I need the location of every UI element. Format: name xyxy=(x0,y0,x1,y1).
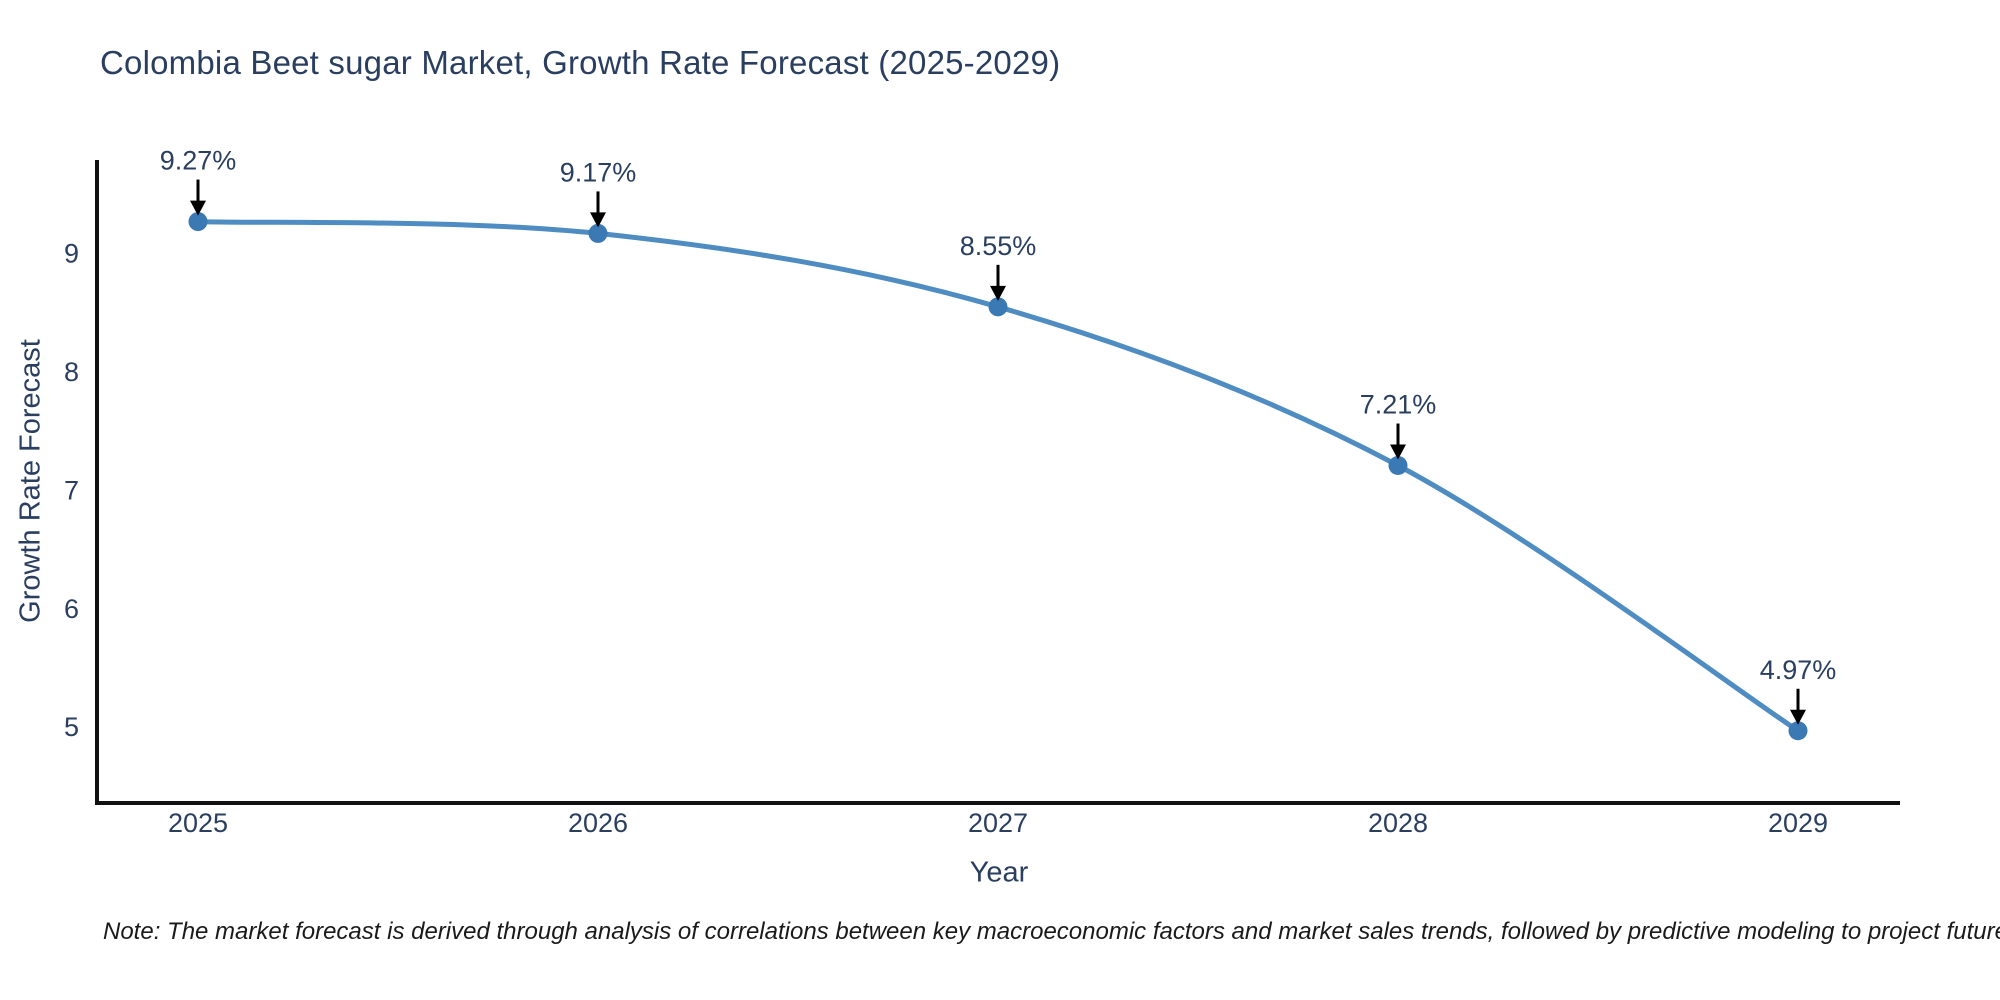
annotation-arrowhead xyxy=(990,285,1006,301)
x-tick-label: 2026 xyxy=(568,808,628,838)
data-point[interactable] xyxy=(988,297,1008,317)
y-axis-title: Growth Rate Forecast xyxy=(14,339,47,623)
annotation-arrowhead xyxy=(190,200,206,216)
y-tick-label: 9 xyxy=(64,239,79,269)
data-point[interactable] xyxy=(1388,456,1408,476)
annotation-arrowhead xyxy=(1790,709,1806,725)
point-annotation: 9.27% xyxy=(160,146,237,176)
annotation-arrowhead xyxy=(590,212,606,228)
annotation-arrowhead xyxy=(1390,444,1406,460)
y-tick-label: 8 xyxy=(64,357,79,387)
chart-title: Colombia Beet sugar Market, Growth Rate … xyxy=(100,44,1061,81)
x-tick-label: 2025 xyxy=(168,808,228,838)
y-tick-label: 5 xyxy=(64,712,79,742)
point-annotation: 9.17% xyxy=(560,157,637,187)
x-tick-label: 2028 xyxy=(1368,808,1428,838)
point-annotation: 8.55% xyxy=(960,231,1037,261)
footnote: Note: The market forecast is derived thr… xyxy=(103,918,2000,945)
x-tick-label: 2027 xyxy=(968,808,1028,838)
y-tick-label: 7 xyxy=(64,475,79,505)
x-tick-label: 2029 xyxy=(1768,808,1828,838)
point-annotation: 4.97% xyxy=(1760,655,1837,685)
point-annotation: 7.21% xyxy=(1360,390,1437,420)
data-point[interactable] xyxy=(588,223,608,243)
data-point[interactable] xyxy=(188,212,208,232)
y-tick-label: 6 xyxy=(64,594,79,624)
x-axis-title: Year xyxy=(969,856,1029,889)
data-point[interactable] xyxy=(1788,721,1808,741)
